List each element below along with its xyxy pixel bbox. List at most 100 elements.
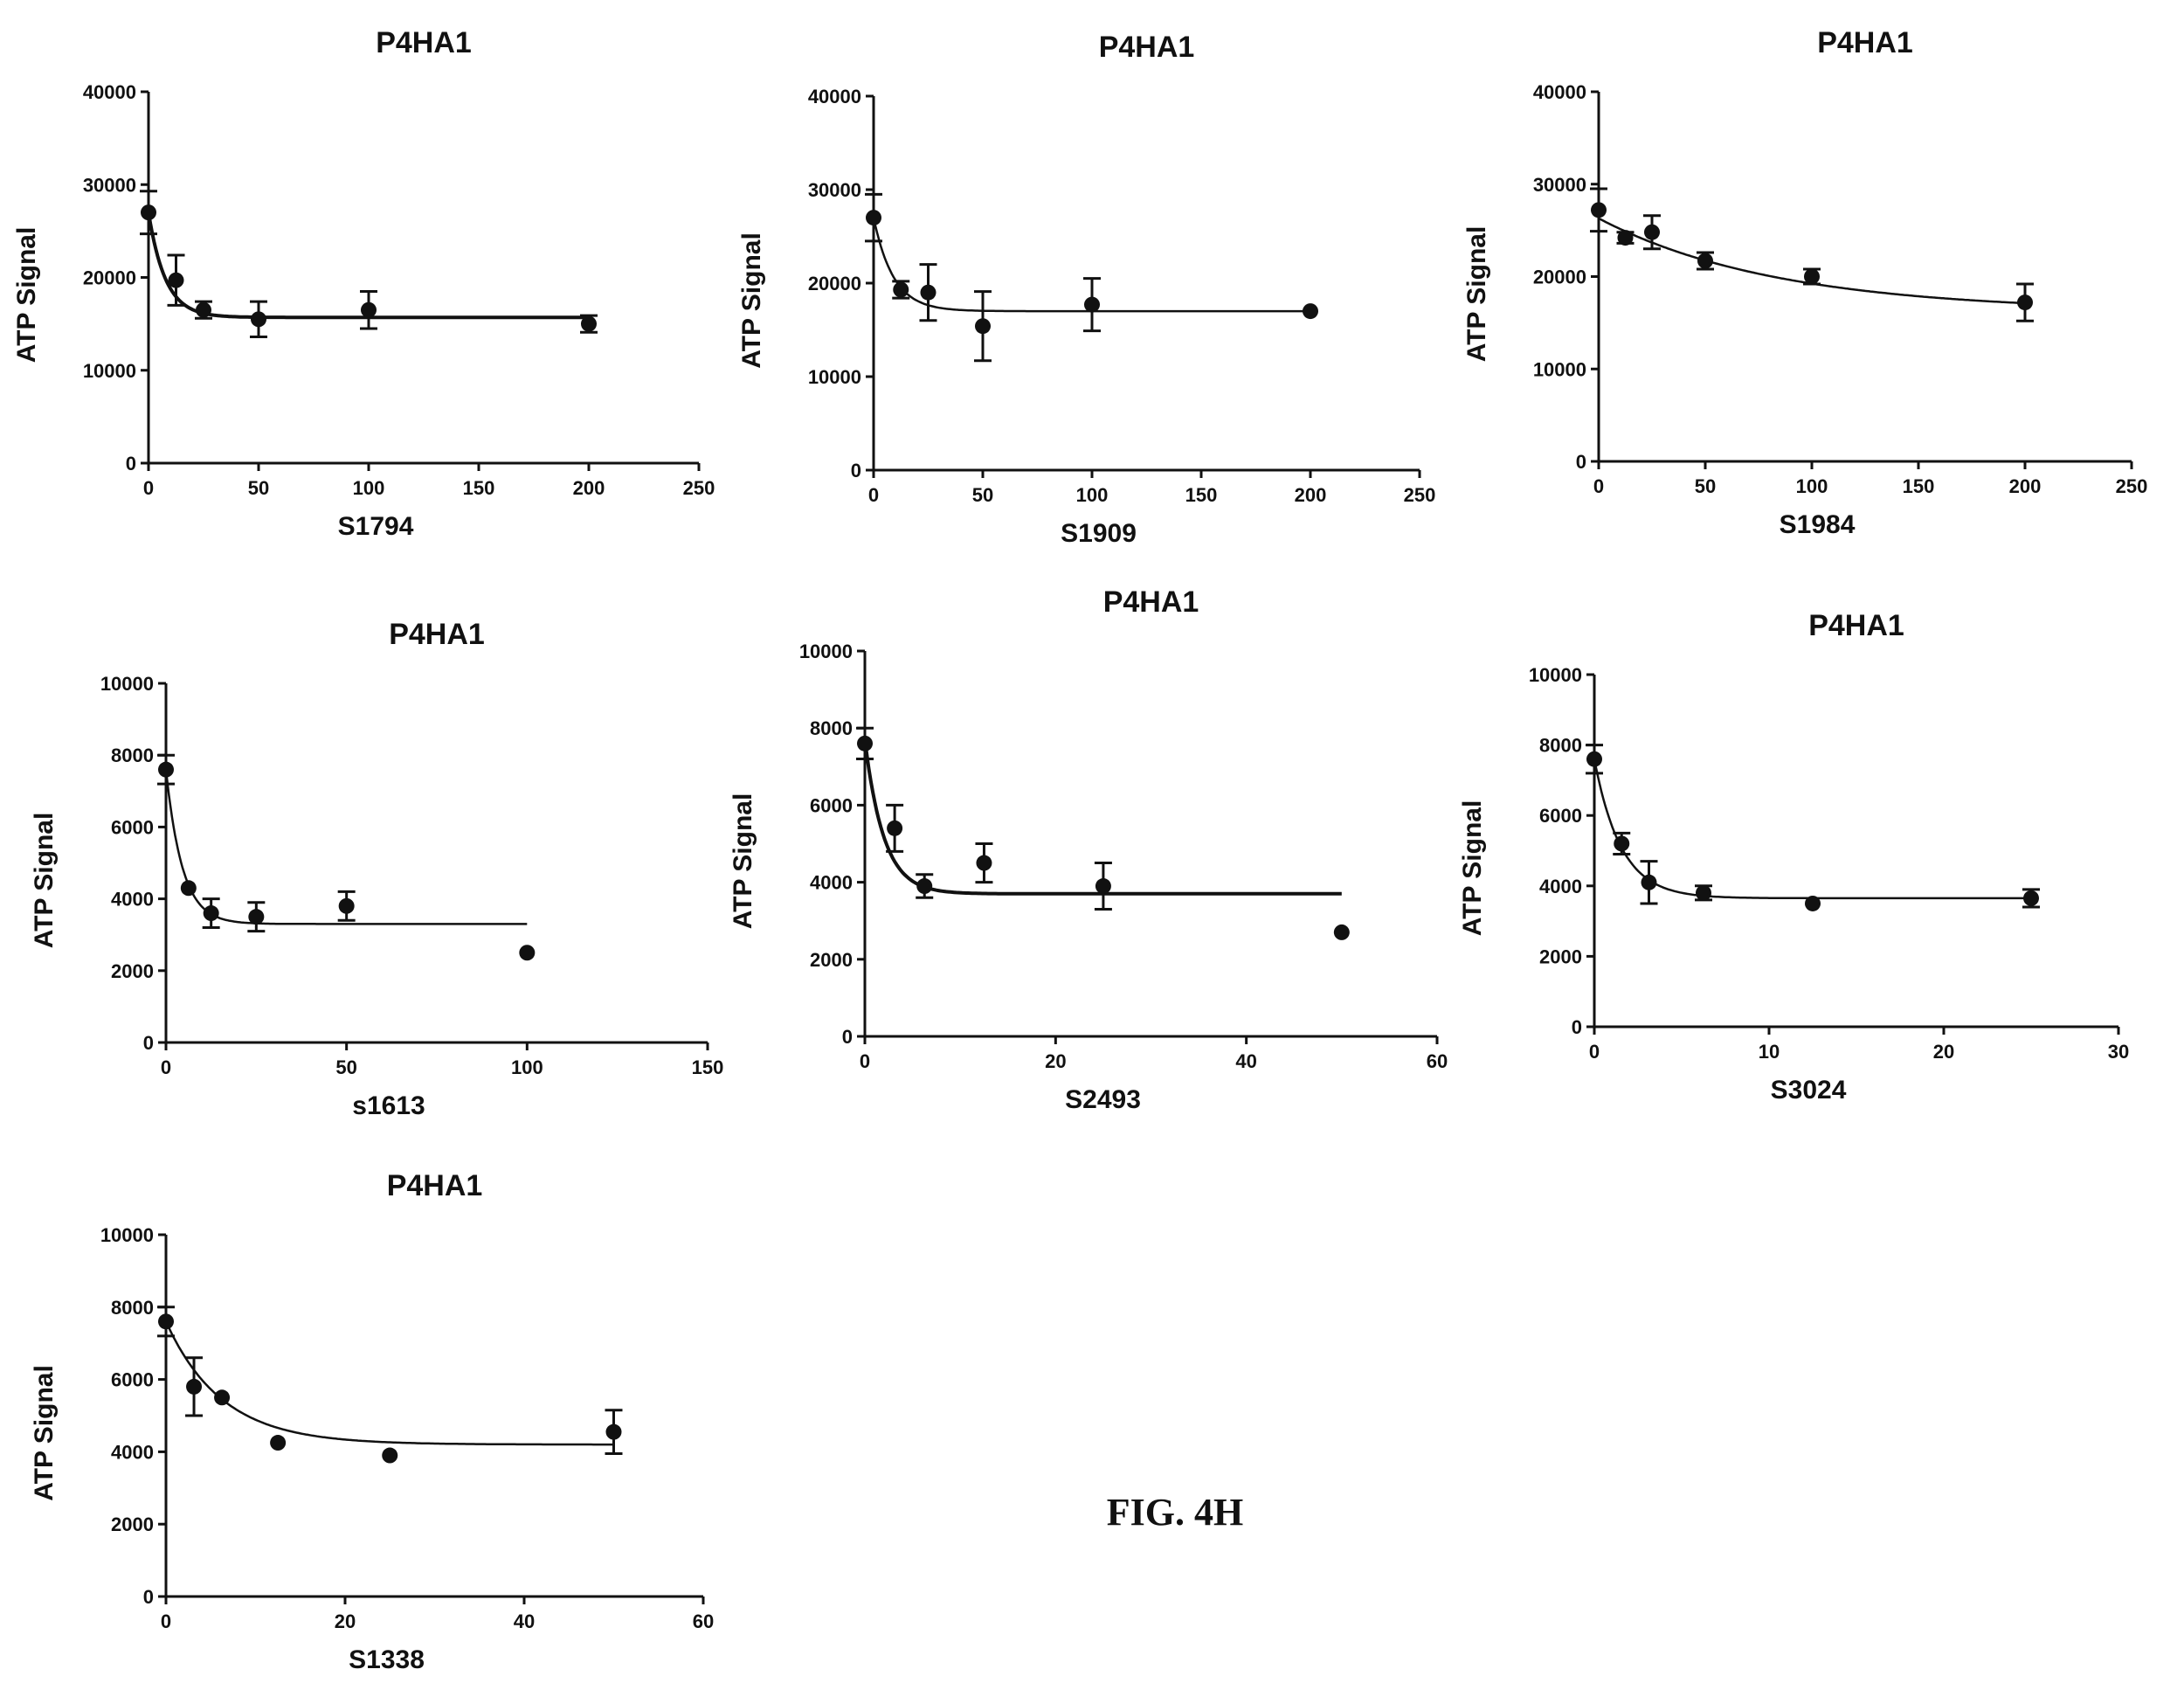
data-point [141,204,156,221]
x-tick-label: 60 [693,1610,714,1632]
data-point [866,210,881,226]
data-point [158,761,174,778]
x-tick-label: 0 [868,484,879,506]
x-tick-label: 150 [1903,475,1935,497]
data-point [519,945,536,961]
data-point [1696,884,1711,901]
data-point [248,909,265,925]
y-tick-label: 8000 [1539,735,1582,757]
y-tick-label: 2000 [810,949,853,971]
y-tick-label: 30000 [808,179,861,201]
y-tick-label: 2000 [1539,945,1582,967]
data-point [196,301,211,318]
x-tick-label: 20 [335,1610,356,1632]
x-tick-label: 10 [1759,1041,1780,1063]
x-axis-title: S1794 [338,512,414,541]
data-point [158,1313,174,1330]
y-tick-label: 4000 [111,889,154,911]
data-point [857,735,873,751]
x-tick-label: 50 [1695,475,1716,497]
y-tick-label: 6000 [111,816,154,838]
data-point [976,855,992,871]
y-tick-label: 6000 [111,1369,154,1391]
chart-title: P4HA1 [389,618,485,651]
x-tick-label: 100 [511,1056,543,1078]
y-tick-label: 0 [143,1032,154,1054]
data-point [893,281,909,298]
y-tick-label: 8000 [810,717,853,739]
x-axis-title: S1909 [1061,519,1137,548]
data-point [168,272,184,288]
y-tick-label: 4000 [111,1441,154,1463]
data-point [887,820,903,836]
chart-panel-2: P4HA1 0 10000 20000 30000 40000 0 50 100 150 200 25… [737,31,1435,548]
chart-title: P4HA1 [1103,585,1199,619]
y-tick-label: 10000 [1529,664,1582,686]
y-axis-title: ATP Signal [30,1365,59,1501]
y-tick-label: 2000 [111,960,154,982]
data-point [1697,253,1713,269]
x-tick-label: 150 [1185,484,1218,506]
fit-curve [1598,217,2026,305]
y-axis-title: ATP Signal [1462,226,1491,363]
chart-panel-5: P4HA1 0 2000 4000 6000 8000 10000 0 20 40 60 S2493 A… [729,585,1448,1114]
x-axis-title: s1613 [352,1091,425,1120]
y-tick-label: 40000 [83,81,136,103]
data-point [916,878,933,895]
chart-title: P4HA1 [1817,26,1913,59]
chart-panel-1: P4HA1 0 10000 20000 30000 40000 0 50 100 150 200 25… [12,26,715,541]
x-tick-label: 50 [972,484,993,506]
y-tick-label: 8000 [111,1297,154,1319]
fit-curve [1593,758,2031,900]
x-tick-label: 0 [860,1050,870,1072]
x-tick-label: 100 [1076,484,1109,506]
data-point [1303,303,1318,320]
y-axis-title: ATP Signal [729,793,757,930]
data-point [1805,895,1821,911]
x-tick-label: 0 [161,1610,171,1632]
y-tick-label: 40000 [808,86,861,107]
data-point [1586,751,1602,767]
y-tick-label: 40000 [1533,81,1586,103]
data-point [975,318,991,335]
chart-panel-7: P4HA1 0 2000 4000 6000 8000 10000 0 20 40 60 S1338 A… [30,1169,714,1674]
x-tick-label: 50 [248,477,269,499]
x-tick-label: 30 [2108,1041,2129,1063]
data-point [1591,202,1607,218]
data-point [1644,224,1660,240]
chart-title: P4HA1 [1099,31,1195,64]
data-point [1095,878,1111,895]
y-tick-label: 30000 [83,174,136,196]
y-tick-label: 20000 [1533,267,1586,288]
data-point [338,897,355,914]
y-axis-title: ATP Signal [1458,800,1487,937]
x-axis-title: S1338 [349,1645,425,1674]
chart-title: P4HA1 [387,1169,483,1202]
x-tick-label: 100 [1796,475,1828,497]
data-point [581,315,597,332]
data-point [1084,296,1100,313]
y-tick-label: 10000 [1533,358,1586,380]
data-point [270,1435,287,1451]
x-tick-label: 0 [161,1056,171,1078]
y-tick-label: 10000 [100,1224,154,1246]
figure-label: FIG. 4H [1106,1491,1244,1534]
data-point [203,905,219,922]
data-point [2017,294,2033,311]
chart-title: P4HA1 [1808,609,1904,642]
y-tick-label: 10000 [83,360,136,382]
y-tick-label: 20000 [808,273,861,294]
data-point [186,1378,203,1395]
data-point [180,880,197,897]
x-axis-title: S3024 [1771,1076,1847,1105]
y-tick-label: 8000 [111,745,154,766]
x-axis-title: S1984 [1780,510,1856,539]
x-tick-label: 200 [1295,484,1327,506]
y-tick-label: 10000 [100,673,154,695]
x-tick-label: 250 [683,477,715,499]
y-tick-label: 0 [842,1026,853,1048]
y-tick-label: 10000 [799,641,853,662]
chart-panel-6: P4HA1 0 2000 4000 6000 8000 10000 0 10 20 30 S3024 A… [1458,609,2129,1105]
data-point [1641,874,1657,890]
